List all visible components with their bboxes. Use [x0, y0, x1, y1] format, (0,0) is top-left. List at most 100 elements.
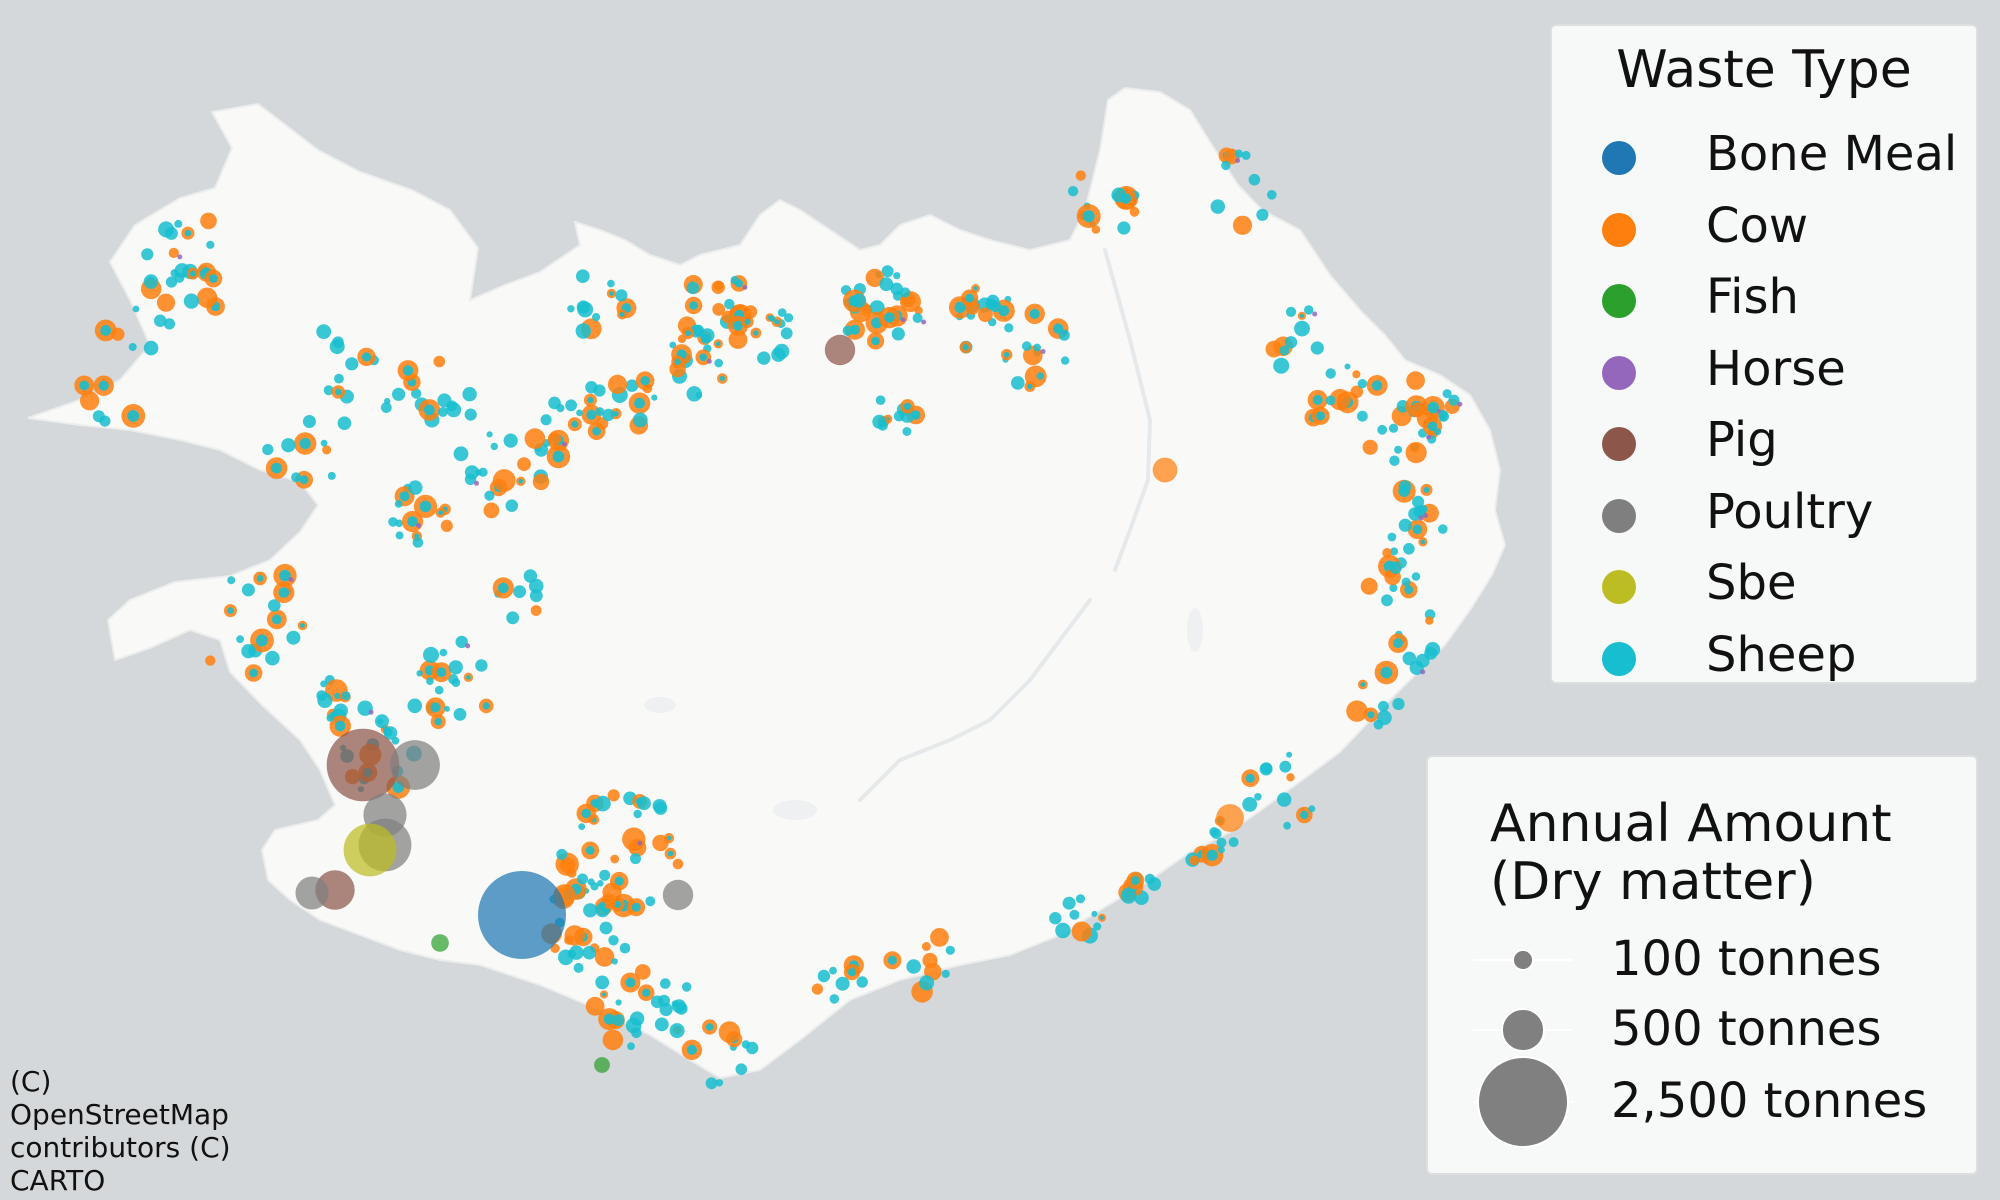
waste-site-sheep: [753, 330, 759, 336]
waste-site-sheep: [399, 491, 410, 502]
waste-site-sheep: [1438, 524, 1448, 534]
waste-site-sheep: [268, 599, 281, 612]
waste-site-sheep: [1284, 336, 1298, 349]
waste-site-sheep: [434, 685, 444, 695]
waste-site-sheep: [879, 277, 894, 292]
waste-site-sheep: [540, 414, 552, 426]
waste-site-cow: [80, 391, 100, 411]
waste-site-sheep: [380, 402, 392, 413]
waste-site-sheep: [335, 720, 346, 732]
waste-site-sheep: [1438, 409, 1448, 420]
waste-site-sheep: [333, 703, 348, 718]
waste-site-sheep: [565, 399, 577, 412]
annual-amount-title-line1: Annual Amount: [1490, 794, 1892, 854]
waste-site-sheep: [141, 248, 154, 261]
waste-site-cow: [1232, 215, 1253, 235]
waste-site-sheep: [1273, 357, 1290, 374]
waste-site-sheep: [1055, 922, 1071, 939]
waste-site-sheep: [1091, 910, 1098, 917]
waste-site-sheep: [625, 379, 639, 393]
attribution-line: CARTO: [10, 1164, 106, 1197]
waste-site-horse: [900, 317, 906, 323]
waste-site-sheep: [484, 490, 495, 501]
waste-site-sheep: [881, 265, 894, 278]
waste-site-sheep: [669, 1023, 685, 1039]
waste-site-sheep: [592, 426, 601, 436]
waste-site-sheep: [1304, 305, 1314, 315]
waste-site-sheep: [482, 702, 490, 710]
waste-site-cow: [811, 983, 824, 995]
waste-site-sheep: [630, 853, 641, 865]
waste-site-sheep: [1117, 221, 1131, 235]
waste-site-sheep: [1402, 651, 1417, 666]
waste-site-sheep: [887, 955, 897, 965]
waste-site-horse: [177, 254, 183, 260]
waste-site-sheep: [598, 901, 606, 909]
rivers: [858, 248, 1153, 802]
waste-site-cow: [111, 327, 125, 341]
waste-site-cow: [914, 306, 923, 315]
waste-site-sheep: [286, 630, 301, 645]
waste-site-sheep: [652, 799, 667, 813]
waste-site-sheep: [1082, 210, 1095, 223]
waste-site-sheep: [614, 876, 624, 886]
waste-site-sheep: [1075, 894, 1086, 904]
waste-site-horse: [1040, 349, 1046, 354]
size-legend-dot: [1501, 1008, 1545, 1052]
waste-site-sheep: [323, 385, 334, 396]
waste-site-cow: [440, 519, 453, 533]
size-legend-label: 2,500 tonnes: [1611, 1073, 1928, 1129]
waste-site-sheep: [730, 276, 739, 285]
waste-site-poultry: [295, 876, 329, 910]
waste-site-sheep: [902, 427, 912, 436]
waste-site-sheep: [686, 281, 700, 295]
waste-site-sheep: [278, 587, 290, 598]
waste-site-sheep: [1254, 793, 1262, 801]
waste-site-horse: [1420, 669, 1426, 675]
waste-site-sheep: [127, 410, 140, 422]
waste-site-sheep: [384, 397, 391, 405]
waste-site-cow: [1382, 548, 1393, 558]
waste-site-sheep: [634, 397, 645, 409]
waste-site-sheep: [345, 357, 359, 371]
waste-site-sheep: [1392, 697, 1405, 711]
waste-site-sheep: [1144, 873, 1156, 885]
waste-site-sheep: [184, 229, 192, 237]
waste-site-sheep: [236, 635, 245, 644]
waste-site-sheep: [1033, 343, 1041, 352]
waste-site-sheep: [1004, 323, 1014, 333]
waste-site-sheep: [627, 1042, 635, 1051]
waste-site-sheep: [1312, 394, 1323, 405]
waste-site-sheep: [998, 305, 1010, 317]
waste-site-sheep: [300, 623, 305, 628]
legend-label: Horse: [1706, 340, 1846, 397]
waste-site-cow: [168, 247, 179, 258]
waste-site-cow: [1362, 439, 1378, 455]
waste-site-cow: [713, 280, 724, 291]
waste-site-sheep: [890, 282, 903, 296]
waste-site-sheep: [528, 578, 544, 594]
waste-type-legend-title: Waste Type: [1616, 40, 1912, 100]
waste-site-sheep: [1267, 190, 1277, 200]
waste-site-sheep: [672, 999, 687, 1014]
size-legend-item: 2,500 tonnes: [1428, 1056, 1976, 1148]
attribution-line: OpenStreetMap: [10, 1098, 229, 1131]
waste-site-sheep: [615, 999, 622, 1006]
waste-site-sheep: [581, 808, 591, 819]
waste-site-sheep: [423, 646, 439, 663]
waste-site-sheep: [1388, 423, 1399, 433]
waste-site-sheep: [437, 407, 448, 417]
size-legend-dot: [1477, 1056, 1569, 1148]
waste-site-sheep: [1427, 401, 1439, 414]
waste-site-sheep: [1389, 455, 1400, 466]
waste-site-cow: [728, 330, 748, 349]
waste-site-sheep: [1418, 504, 1428, 514]
waste-site-sheep: [733, 320, 743, 331]
waste-site-sheep: [582, 945, 597, 960]
waste-site-bone-meal: [478, 871, 566, 959]
waste-site-sheep: [856, 976, 868, 988]
waste-site-sheep: [320, 439, 328, 447]
waste-site-sheep: [741, 1040, 751, 1049]
waste-site-sheep: [1029, 308, 1040, 319]
